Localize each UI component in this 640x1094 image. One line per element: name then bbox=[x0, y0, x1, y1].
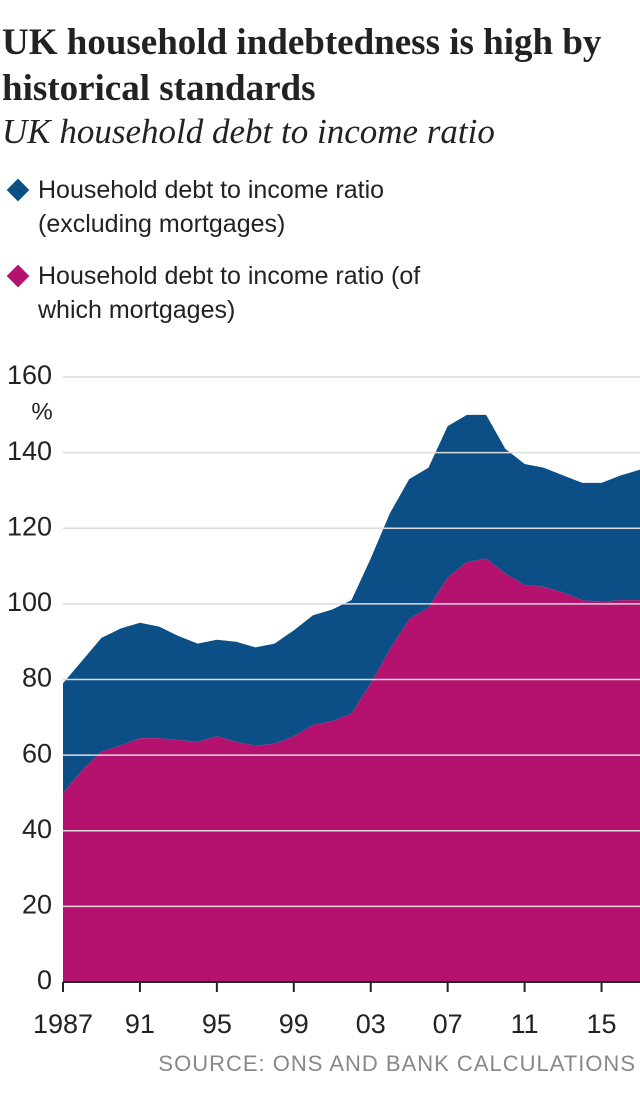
y-unit: % bbox=[31, 398, 52, 425]
y-tick-label: 60 bbox=[22, 738, 52, 768]
x-tick-label: 07 bbox=[433, 1009, 463, 1039]
chart-title: UK household indebtedness is high by his… bbox=[2, 22, 602, 109]
x-tick-label: 95 bbox=[202, 1009, 232, 1039]
legend-label: Household debt to income ratio (excludin… bbox=[38, 176, 385, 238]
y-tick-label: 160 bbox=[7, 360, 52, 390]
y-tick-label: 120 bbox=[7, 511, 52, 541]
y-tick-label: 140 bbox=[7, 436, 52, 466]
x-tick-label: 91 bbox=[125, 1009, 155, 1039]
area bbox=[63, 558, 640, 982]
legend-item: Household debt to income ratio (of which… bbox=[6, 259, 428, 327]
y-tick-label: 20 bbox=[22, 890, 52, 920]
legend-item: Household debt to income ratio (excludin… bbox=[6, 173, 428, 241]
y-tick-label: 40 bbox=[22, 814, 52, 844]
y-tick-label: 0 bbox=[37, 965, 52, 995]
y-tick-label: 80 bbox=[22, 663, 52, 693]
x-tick-label: 15 bbox=[587, 1009, 617, 1039]
x-tick-label: 11 bbox=[511, 1009, 539, 1039]
x-tick-label: 99 bbox=[279, 1009, 309, 1039]
chart-subtitle: UK household debt to income ratio bbox=[2, 112, 495, 151]
x-tick-label: 1987 bbox=[33, 1009, 93, 1039]
x-tick-label: 03 bbox=[356, 1009, 386, 1039]
y-tick-label: 100 bbox=[7, 587, 52, 617]
source: SOURCE: ONS AND BANK CALCULATIONS bbox=[158, 1051, 636, 1076]
legend-label: Household debt to income ratio (of which… bbox=[38, 262, 421, 324]
